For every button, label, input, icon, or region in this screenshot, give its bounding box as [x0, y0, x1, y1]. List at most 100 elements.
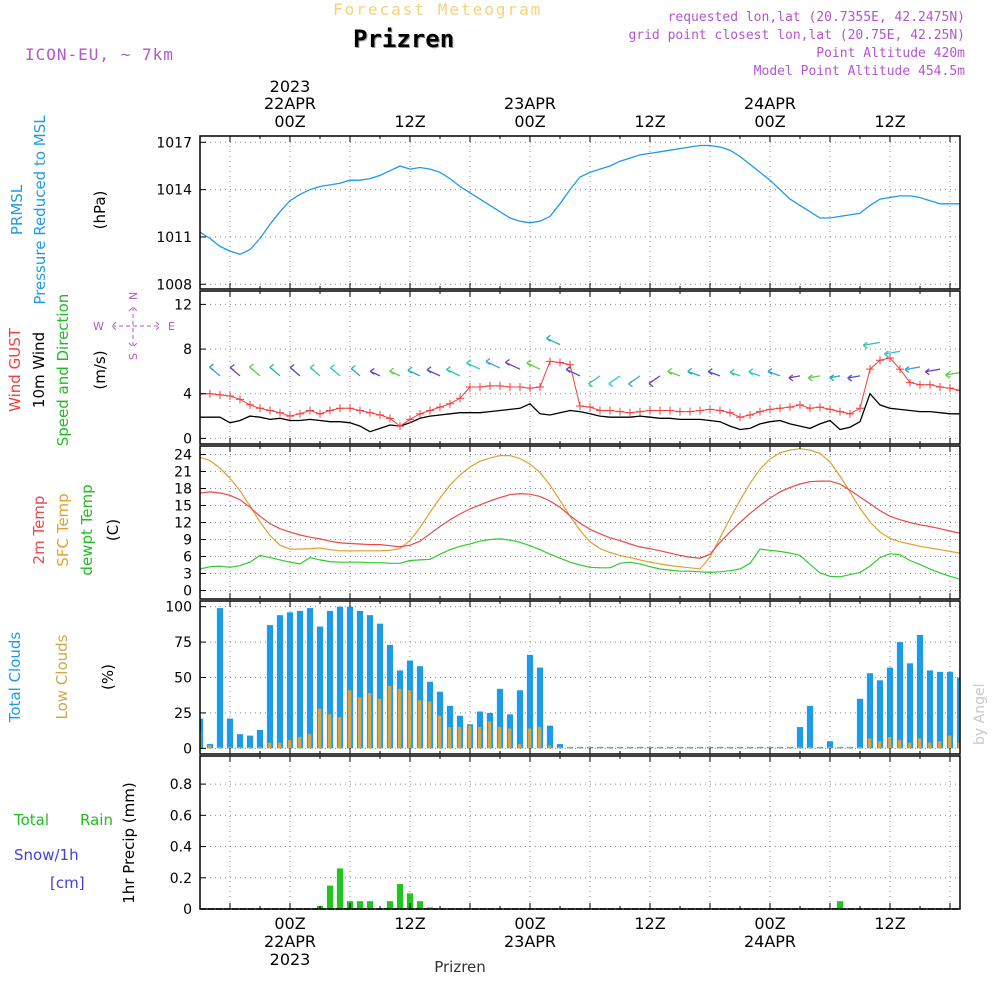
wind-arrowhead: [788, 374, 794, 382]
wind-arrowhead: [862, 341, 868, 349]
total-cloud-bar: [956, 677, 960, 749]
gust-point: [516, 383, 524, 392]
gust-point: [706, 405, 714, 414]
precip-label-unit: 1hr Precip (mm): [120, 782, 138, 903]
gust-point: [446, 399, 454, 408]
bottom-date-label: 22APR: [264, 932, 316, 951]
y-tick-label: 0.8: [170, 777, 192, 793]
gust-point: [536, 383, 544, 392]
gust-point: [306, 406, 314, 415]
frames-layer: [199, 135, 961, 910]
wind-arrowhead: [966, 375, 970, 381]
gust-point: [916, 380, 924, 389]
gust-point: [816, 403, 824, 412]
total-cloud-bar: [326, 610, 334, 749]
wind-arrow: [966, 376, 980, 378]
marks-layer: [200, 144, 990, 910]
pressure-line: [200, 144, 960, 255]
gust-point: [726, 408, 734, 417]
low-cloud-bar: [787, 746, 792, 749]
gust-point: [926, 380, 934, 389]
low-cloud-bar: [747, 746, 752, 749]
gust-point: [366, 408, 374, 417]
low-cloud-bar: [627, 746, 632, 749]
wind-arrowhead: [407, 366, 413, 374]
gust-point: [316, 409, 324, 418]
total-cloud-bar: [356, 610, 364, 749]
gust-point: [506, 383, 514, 392]
bottom-hour-label: 12Z: [634, 914, 665, 933]
gust-point: [246, 400, 254, 409]
low-cloud-bar: [837, 746, 842, 749]
gust-point: [716, 406, 724, 415]
gust-point: [966, 389, 974, 397]
gust-point: [476, 383, 484, 392]
wind-arrowhead: [748, 368, 754, 376]
low-cloud-bar: [377, 698, 382, 749]
gust-point: [266, 406, 274, 415]
y-tick-label: 3: [183, 567, 192, 583]
low-cloud-bar: [657, 746, 662, 749]
gust-point: [976, 390, 984, 398]
sfc-temp-line: [200, 448, 960, 570]
low-cloud-bar: [217, 746, 222, 749]
bottom-hour-label: 00Z: [514, 914, 545, 933]
total-cloud-bar: [906, 663, 914, 749]
gust-point: [876, 356, 884, 365]
gust-point: [296, 409, 304, 418]
gust-point: [466, 383, 474, 392]
low-cloud-bar: [287, 739, 292, 749]
gust-point: [696, 406, 704, 415]
y-tick-label: 1017: [156, 135, 192, 151]
low-cloud-bar: [297, 737, 302, 749]
wind-label-gust: Wind GUST: [6, 327, 24, 412]
wind-arrowhead: [829, 374, 835, 382]
gust-point: [936, 383, 944, 392]
low-cloud-bar: [387, 686, 392, 749]
low-cloud-bar: [667, 746, 672, 749]
low-cloud-bar: [777, 746, 782, 749]
wind-arrowhead: [485, 357, 491, 366]
low-cloud-bar: [407, 690, 412, 749]
compass-s: S: [127, 353, 140, 360]
top-hour-label: 00Z: [274, 112, 305, 131]
y-tick-label: 12: [174, 297, 192, 313]
total-cloud-bar: [256, 729, 264, 749]
wind-arrowhead: [687, 367, 693, 375]
total-cloud-bar: [246, 735, 254, 749]
gust-point: [616, 407, 624, 416]
total-cloud-bar: [226, 718, 234, 749]
low-cloud-bar: [927, 742, 932, 749]
low-cloud-bar: [847, 746, 852, 749]
wind-arrowhead: [986, 375, 990, 381]
wind-arrowhead: [330, 364, 335, 372]
total-cloud-bar: [916, 635, 924, 749]
total-cloud-bar: [306, 608, 314, 749]
compass-w: W: [93, 320, 104, 333]
top-hour-label: 12Z: [394, 112, 425, 131]
y-tick-label: 0: [183, 431, 192, 447]
total-cloud-bar: [936, 671, 944, 749]
total-cloud-bar: [266, 625, 274, 749]
wind-arrowhead: [505, 358, 510, 366]
low-cloud-bar: [767, 746, 772, 749]
gust-point: [686, 407, 694, 416]
wind-label-unit: (m/s): [91, 350, 109, 389]
top-hour-label: 00Z: [754, 112, 785, 131]
text-layer: 1008101110141017048120369121518212402550…: [6, 77, 988, 976]
y-tick-label: 0: [183, 902, 192, 918]
gust-point: [456, 394, 464, 403]
total-cloud-bar: [316, 626, 324, 749]
low-cloud-bar: [427, 701, 432, 749]
gust-point: [326, 406, 334, 415]
temp-label-unit: (C): [104, 519, 122, 541]
total-cloud-bar: [886, 667, 894, 749]
grid-point-coords: grid point closest lon,lat (20.75E, 42.2…: [628, 28, 965, 43]
total-cloud-bar: [866, 673, 874, 749]
gust-point: [206, 389, 214, 398]
gust-point: [796, 400, 804, 409]
bottom-date-label: 24APR: [744, 932, 796, 951]
wind-label-10m: 10m Wind: [30, 332, 48, 408]
total-cloud-bar: [216, 608, 224, 749]
low-cloud-bar: [477, 727, 482, 749]
